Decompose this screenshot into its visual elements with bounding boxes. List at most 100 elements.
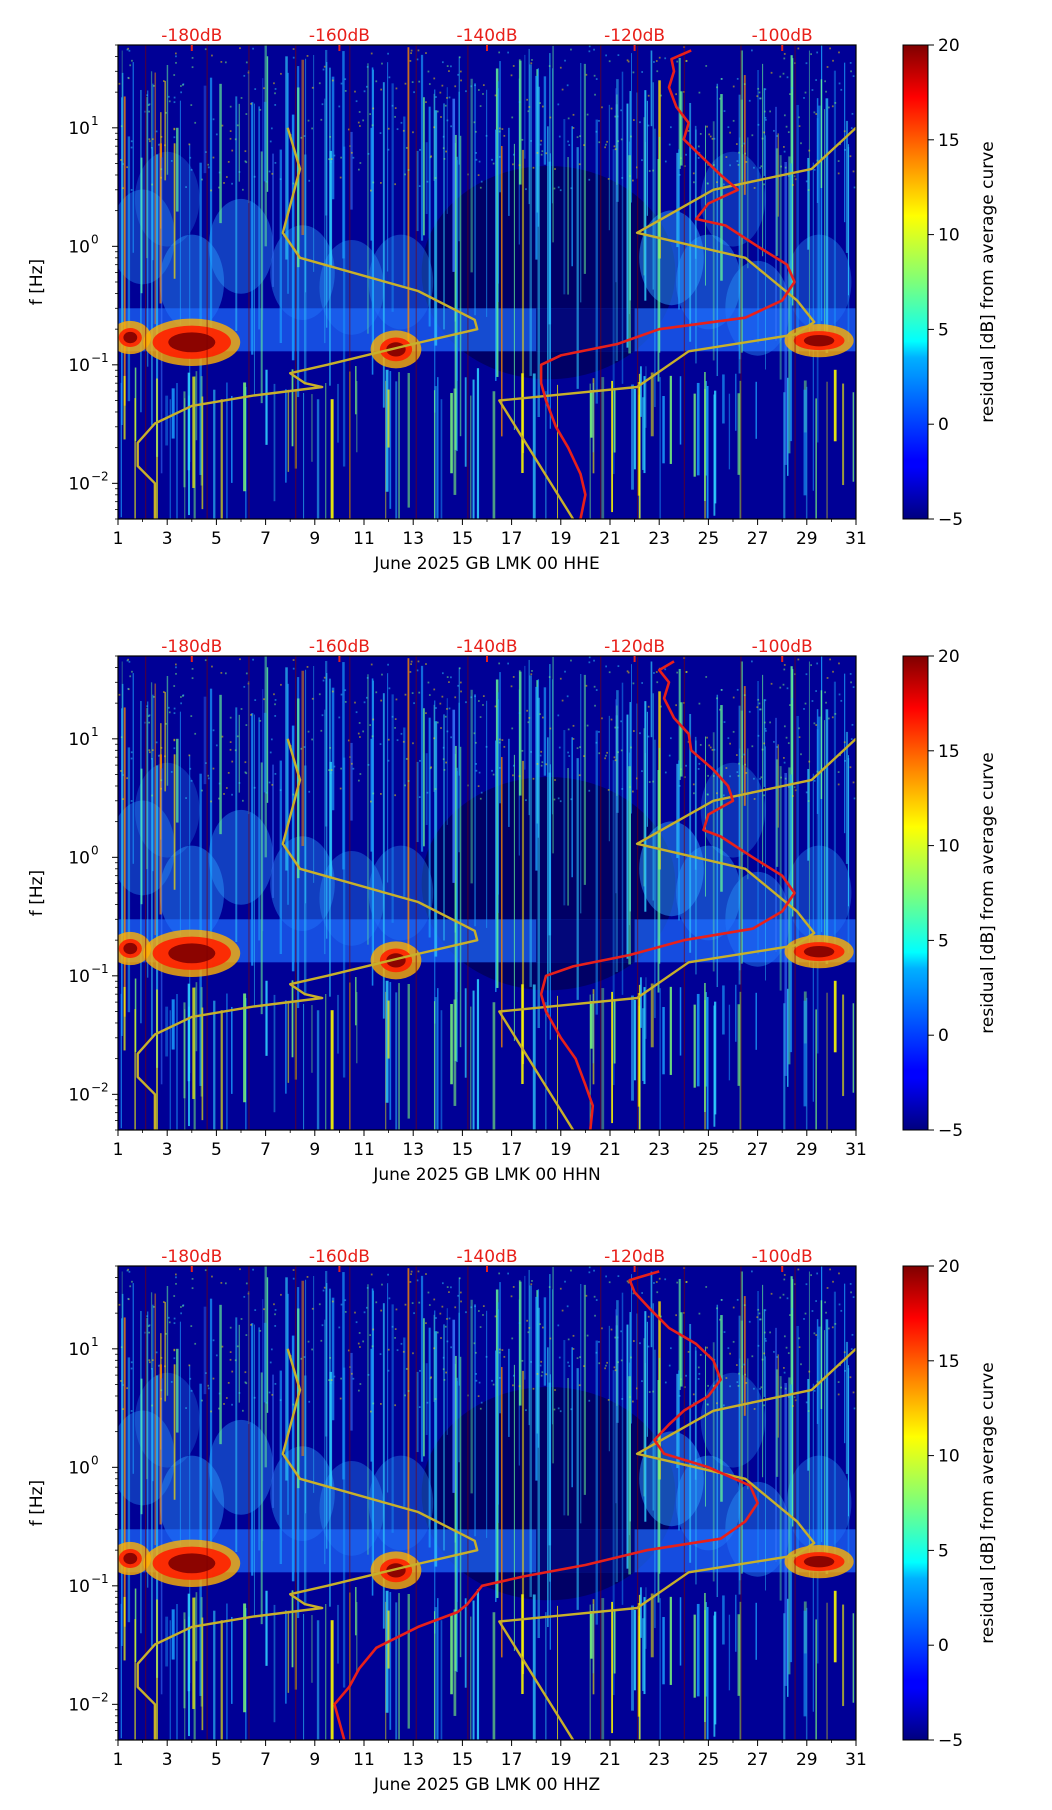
- colorbar-tick-label: 10: [938, 226, 960, 246]
- colorbar-label: residual [dB] from average curve: [978, 752, 998, 1033]
- spectrogram-heatmap: [118, 45, 856, 519]
- x-tick-label: 11: [353, 1750, 375, 1770]
- colorbar-tick-label: 15: [938, 1352, 960, 1372]
- top-db-label: -100dB: [752, 1247, 813, 1267]
- x-tick-label: 19: [550, 1750, 572, 1770]
- y-tick-exponent: −2: [91, 1080, 109, 1094]
- y-tick-label: 10: [68, 1695, 90, 1715]
- x-tick-label: 21: [599, 1750, 621, 1770]
- series-line-3: [539, 660, 796, 1130]
- colorbar-tick-label: −5: [938, 1731, 963, 1751]
- x-tick-label: 19: [550, 529, 572, 549]
- y-tick-label: 10: [68, 848, 90, 868]
- x-tick-label: 27: [747, 1140, 769, 1160]
- colorbar-tick-label: 10: [938, 837, 960, 857]
- top-db-label: -100dB: [752, 26, 813, 46]
- x-tick-label: 13: [402, 1140, 424, 1160]
- x-tick-label: 29: [796, 529, 818, 549]
- x-axis-label: June 2025 GB LMK 00 HHN: [372, 1165, 600, 1185]
- x-tick-label: 5: [211, 1750, 222, 1770]
- x-tick-label: 9: [309, 1750, 320, 1770]
- y-tick-label: 10: [68, 237, 90, 257]
- x-tick-label: 31: [845, 529, 867, 549]
- series-line-2: [498, 1347, 856, 1740]
- y-tick-exponent: 1: [91, 114, 99, 128]
- x-tick-label: 19: [550, 1140, 572, 1160]
- colorbar-tick-label: −5: [938, 1121, 963, 1141]
- x-tick-label: 3: [162, 1750, 173, 1770]
- spectrogram-heatmap: [118, 656, 856, 1130]
- top-db-label: -120dB: [604, 1247, 665, 1267]
- top-db-label: -180dB: [161, 1247, 222, 1267]
- top-db-label: -160dB: [309, 637, 370, 657]
- top-db-label: -100dB: [752, 637, 813, 657]
- x-tick-label: 7: [260, 1750, 271, 1770]
- colorbar-tick-label: 15: [938, 742, 960, 762]
- series-line-2: [498, 737, 856, 1130]
- colorbar-label: residual [dB] from average curve: [978, 1362, 998, 1643]
- colorbar-tick-label: 5: [938, 1541, 949, 1561]
- series-line-1: [136, 1348, 479, 1740]
- x-axis-label: June 2025 GB LMK 00 HHE: [373, 554, 599, 574]
- x-tick-label: 13: [402, 529, 424, 549]
- x-tick-label: 3: [162, 529, 173, 549]
- y-tick-exponent: 0: [91, 843, 99, 857]
- x-tick-label: 3: [162, 1140, 173, 1160]
- colorbar-tick-label: 0: [938, 415, 949, 435]
- colorbar-tick-label: 15: [938, 131, 960, 151]
- x-tick-label: 31: [845, 1140, 867, 1160]
- x-tick-label: 21: [599, 1140, 621, 1160]
- colorbar-tick-label: 10: [938, 1447, 960, 1467]
- y-tick-exponent: −1: [91, 962, 109, 976]
- series-line-1: [136, 738, 479, 1130]
- x-tick-label: 7: [260, 529, 271, 549]
- y-axis-label: f [Hz]: [27, 259, 47, 305]
- x-tick-label: 9: [309, 529, 320, 549]
- x-tick-label: 1: [113, 1140, 124, 1160]
- x-tick-label: 31: [845, 1750, 867, 1770]
- y-tick-label: 10: [68, 1458, 90, 1478]
- x-tick-label: 11: [353, 1140, 375, 1160]
- spectrogram-heatmap: [118, 1266, 856, 1740]
- top-db-label: -120dB: [604, 26, 665, 46]
- colorbar-tick-label: 20: [938, 647, 960, 667]
- x-tick-label: 15: [452, 529, 474, 549]
- x-tick-label: 25: [698, 1140, 720, 1160]
- x-tick-label: 17: [501, 1750, 523, 1770]
- x-axis-label: June 2025 GB LMK 00 HHZ: [373, 1775, 600, 1795]
- colorbar-label: residual [dB] from average curve: [978, 141, 998, 422]
- x-tick-label: 23: [648, 1140, 670, 1160]
- colorbar-tick-label: 20: [938, 36, 960, 56]
- x-tick-label: 17: [501, 1140, 523, 1160]
- x-tick-label: 27: [747, 529, 769, 549]
- series-line-3: [539, 49, 796, 519]
- y-tick-label: 10: [68, 1085, 90, 1105]
- x-tick-label: 17: [501, 529, 523, 549]
- y-tick-label: 10: [68, 967, 90, 987]
- x-tick-label: 15: [452, 1140, 474, 1160]
- y-tick-exponent: 0: [91, 1453, 99, 1467]
- colorbar: [902, 44, 929, 520]
- x-tick-label: 13: [402, 1750, 424, 1770]
- x-tick-label: 15: [452, 1750, 474, 1770]
- y-tick-exponent: −2: [91, 469, 109, 483]
- top-db-label: -160dB: [309, 1247, 370, 1267]
- top-db-label: -120dB: [604, 637, 665, 657]
- colorbar-tick-label: 0: [938, 1636, 949, 1656]
- x-tick-label: 25: [698, 1750, 720, 1770]
- colorbar: [902, 1265, 929, 1741]
- y-tick-exponent: −1: [91, 351, 109, 365]
- colorbar-tick-label: 5: [938, 320, 949, 340]
- x-tick-label: 7: [260, 1140, 271, 1160]
- top-db-label: -140dB: [456, 26, 517, 46]
- x-tick-label: 1: [113, 529, 124, 549]
- colorbar-tick-label: −5: [938, 510, 963, 530]
- series-line-1: [136, 127, 479, 519]
- top-db-label: -180dB: [161, 637, 222, 657]
- x-tick-label: 9: [309, 1140, 320, 1160]
- top-db-label: -140dB: [456, 637, 517, 657]
